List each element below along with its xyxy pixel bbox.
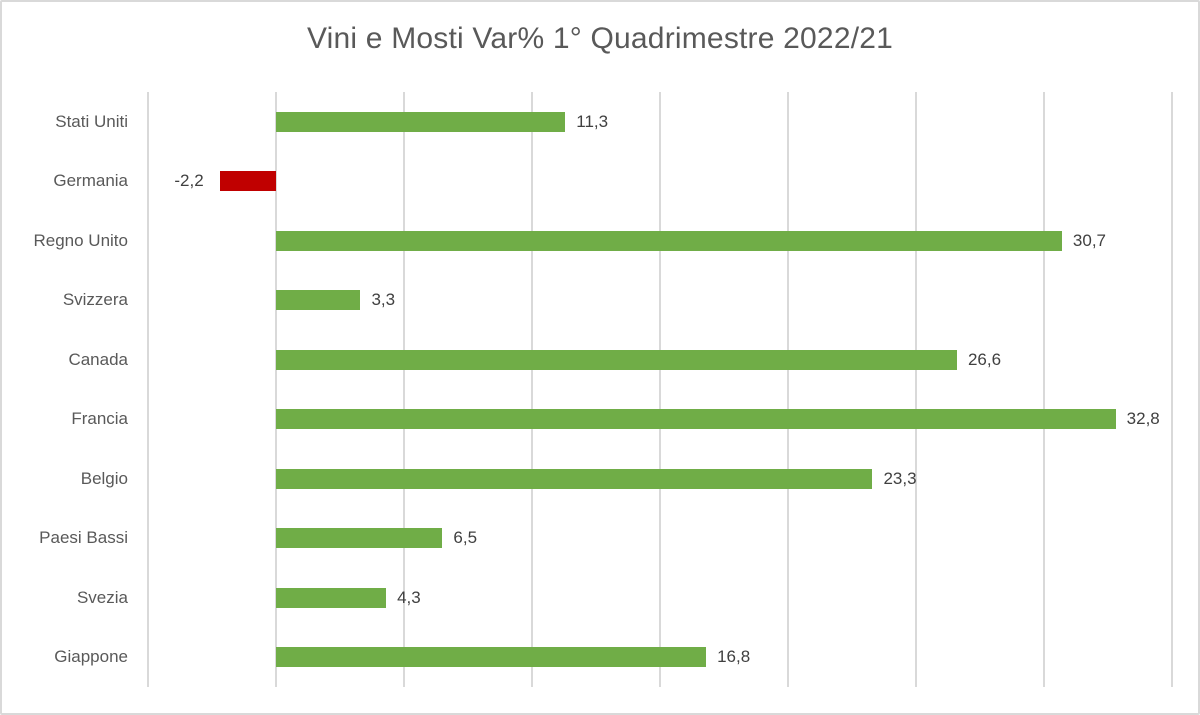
bar	[276, 647, 707, 668]
gridline	[1171, 92, 1173, 687]
gridline	[915, 92, 917, 687]
data-label: 3,3	[371, 290, 396, 310]
gridline	[147, 92, 149, 687]
gridline	[531, 92, 533, 687]
data-label: 32,8	[1126, 409, 1160, 429]
data-label: 30,7	[1072, 230, 1106, 250]
bar	[276, 409, 1116, 430]
gridline	[403, 92, 405, 687]
category-label: Canada	[68, 349, 128, 369]
data-label: 6,5	[453, 528, 478, 548]
data-label: 11,3	[576, 111, 609, 131]
category-label: Francia	[71, 409, 128, 429]
chart-title: Vini e Mosti Var% 1° Quadrimestre 2022/2…	[306, 22, 894, 55]
bar	[276, 111, 566, 132]
bar	[276, 528, 443, 549]
category-label: Svizzera	[62, 290, 128, 310]
data-label: 26,6	[967, 349, 1002, 369]
bar	[276, 468, 873, 489]
gridline	[275, 92, 277, 687]
bar	[276, 349, 957, 370]
gridline	[1043, 92, 1045, 687]
gridline	[787, 92, 789, 687]
bar	[219, 171, 276, 192]
category-label: Regno Unito	[33, 230, 128, 250]
bar	[276, 587, 387, 608]
category-label: Germania	[53, 171, 128, 191]
category-label: Paesi Bassi	[39, 528, 128, 548]
gridline	[659, 92, 661, 687]
category-label: Svezia	[76, 587, 128, 607]
data-label: 23,3	[883, 468, 917, 488]
data-label: 16,8	[717, 647, 751, 667]
category-label: Belgio	[80, 468, 128, 488]
bar	[276, 290, 361, 311]
data-label: -2,2	[174, 171, 204, 191]
category-label: Giappone	[54, 647, 128, 667]
bar	[276, 230, 1062, 251]
category-label: Stati Uniti	[55, 111, 128, 131]
data-label: 4,3	[397, 587, 421, 607]
